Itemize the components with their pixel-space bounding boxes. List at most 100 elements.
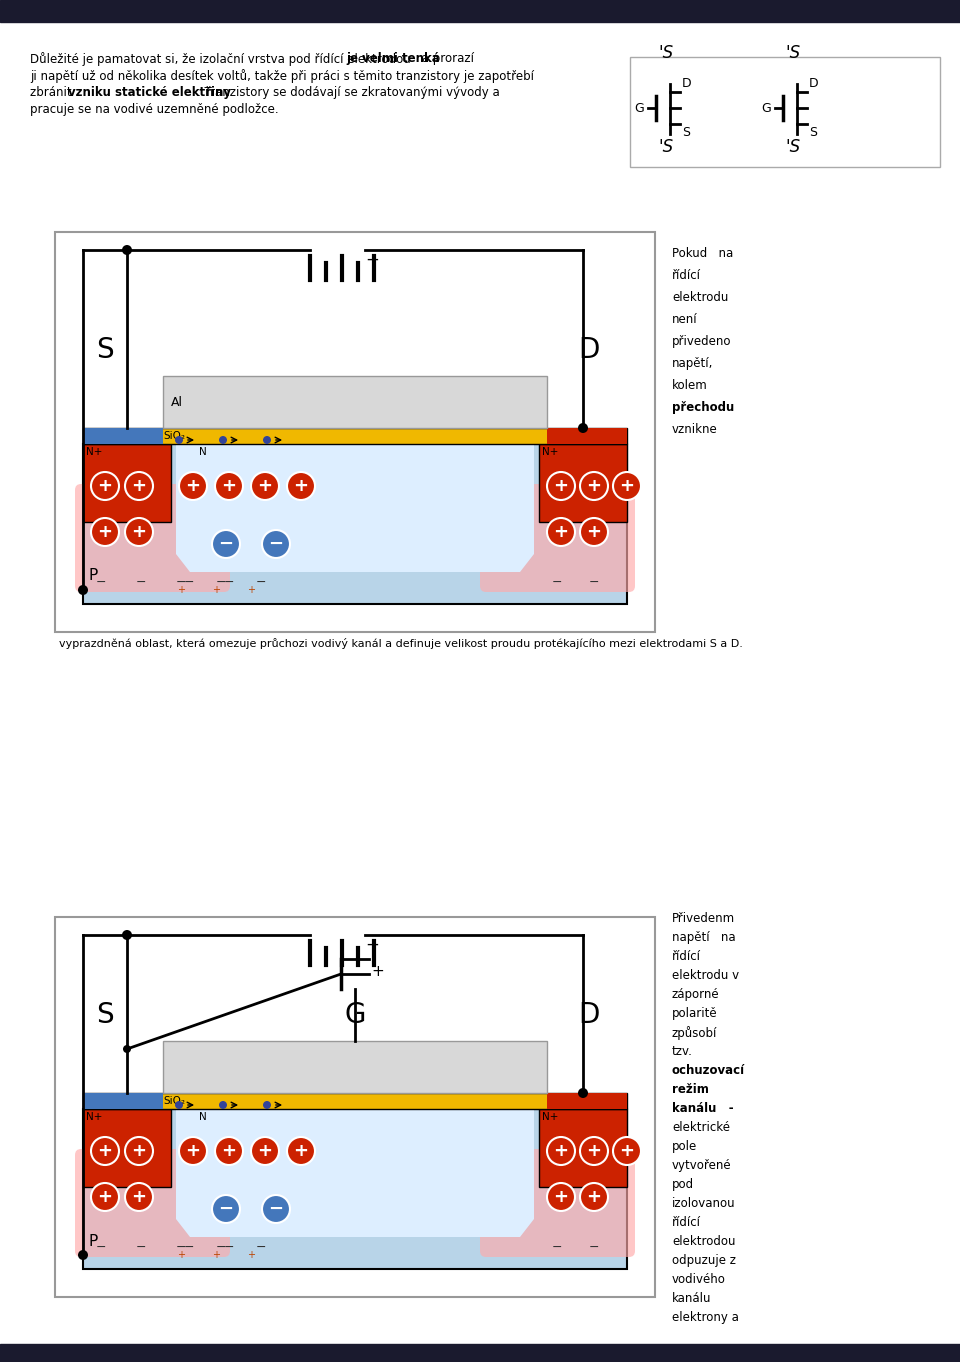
Text: +: + <box>132 523 147 541</box>
Text: +: + <box>247 1250 255 1260</box>
Text: +: + <box>132 1141 147 1160</box>
Text: pod: pod <box>672 1178 694 1190</box>
Text: G: G <box>345 1001 366 1030</box>
Text: +: + <box>587 1141 602 1160</box>
Circle shape <box>263 1100 271 1109</box>
Circle shape <box>125 473 153 500</box>
Circle shape <box>122 930 132 940</box>
Text: −: − <box>588 1241 599 1253</box>
Text: −: − <box>176 576 186 588</box>
Text: N+: N+ <box>542 447 559 458</box>
Circle shape <box>123 1045 131 1053</box>
Circle shape <box>91 1137 119 1165</box>
Text: pracuje se na vodivé uzemněné podložce.: pracuje se na vodivé uzemněné podložce. <box>30 104 278 116</box>
Text: S: S <box>96 336 114 364</box>
Text: elektrodu: elektrodu <box>672 291 729 304</box>
Text: elektrony a: elektrony a <box>672 1312 739 1324</box>
Circle shape <box>262 1194 290 1223</box>
Text: tzv.: tzv. <box>672 1045 693 1058</box>
Text: −: − <box>219 535 233 553</box>
Circle shape <box>125 518 153 546</box>
Text: 'S: 'S <box>659 44 674 63</box>
Circle shape <box>578 1088 588 1098</box>
Text: −: − <box>255 576 266 588</box>
Text: vytvořené: vytvořené <box>672 1159 732 1171</box>
Text: N: N <box>199 447 206 458</box>
Circle shape <box>91 473 119 500</box>
Text: kanálu   -: kanálu - <box>672 1102 733 1115</box>
Circle shape <box>122 245 132 255</box>
Text: +: + <box>371 963 384 978</box>
Circle shape <box>262 530 290 558</box>
Text: odpuzuje z: odpuzuje z <box>672 1254 736 1267</box>
Text: elektrodou: elektrodou <box>672 1235 735 1248</box>
Text: způsobí: způsobí <box>672 1026 717 1041</box>
Text: P: P <box>88 568 97 583</box>
Circle shape <box>580 473 608 500</box>
Text: SiO₂: SiO₂ <box>163 430 185 441</box>
Text: XSBII E 2 2 I BSUP BKIJ IY XKI HBROQU BKUI XKBIXM: XSBII E 2 2 I BSUP BKIJ IY XKI HBROQU BK… <box>666 1 954 11</box>
Text: Přivedenm: Přivedenm <box>672 913 735 925</box>
Text: izolovanou: izolovanou <box>672 1197 735 1209</box>
Text: napětí,: napětí, <box>672 357 713 370</box>
Circle shape <box>91 518 119 546</box>
Text: řídící: řídící <box>672 270 701 282</box>
Text: −: − <box>269 535 283 553</box>
Text: +: + <box>98 477 112 494</box>
Circle shape <box>251 473 279 500</box>
Text: a prorazí: a prorazí <box>419 52 474 65</box>
Text: +: + <box>587 477 602 494</box>
Text: je velmi tenká: je velmi tenká <box>347 52 440 65</box>
Bar <box>547 1092 627 1109</box>
Bar <box>163 1041 547 1092</box>
Text: kolem: kolem <box>672 379 708 392</box>
Bar <box>83 428 163 444</box>
Bar <box>83 444 627 603</box>
Circle shape <box>219 1100 227 1109</box>
Bar <box>55 917 655 1297</box>
Text: −: − <box>135 1241 146 1253</box>
Bar <box>630 57 940 168</box>
Bar <box>539 1109 627 1188</box>
Text: elektrické: elektrické <box>672 1121 730 1135</box>
Circle shape <box>547 1184 575 1211</box>
Text: −: − <box>183 1241 194 1253</box>
Text: +: + <box>132 1188 147 1205</box>
Text: polaritě: polaritě <box>672 1007 718 1020</box>
Text: +: + <box>132 477 147 494</box>
Text: přivedeno: přivedeno <box>672 335 732 349</box>
Text: N+: N+ <box>86 1111 103 1122</box>
Text: vznikne: vznikne <box>672 424 718 436</box>
Circle shape <box>547 473 575 500</box>
Circle shape <box>215 473 243 500</box>
Text: kanálu: kanálu <box>672 1293 711 1305</box>
FancyBboxPatch shape <box>480 484 635 592</box>
Circle shape <box>547 1137 575 1165</box>
Bar <box>83 1092 163 1109</box>
Text: +: + <box>247 586 255 595</box>
Bar <box>547 428 627 444</box>
Text: G: G <box>635 102 644 114</box>
FancyBboxPatch shape <box>75 484 230 592</box>
Circle shape <box>125 1184 153 1211</box>
Circle shape <box>547 518 575 546</box>
Text: −: − <box>183 576 194 588</box>
Text: +: + <box>365 936 379 953</box>
Text: +: + <box>257 1141 273 1160</box>
Text: −: − <box>224 576 234 588</box>
Polygon shape <box>176 1109 534 1237</box>
Text: −: − <box>224 1241 234 1253</box>
Bar <box>83 444 171 522</box>
Text: +: + <box>619 477 635 494</box>
Circle shape <box>175 1100 183 1109</box>
Bar <box>83 1109 627 1269</box>
Text: S: S <box>96 1001 114 1030</box>
Text: Pokud   na: Pokud na <box>672 247 733 260</box>
Text: −: − <box>219 1200 233 1218</box>
Text: +: + <box>365 251 379 270</box>
Circle shape <box>179 473 207 500</box>
Bar <box>539 444 627 522</box>
Text: +: + <box>185 477 201 494</box>
Circle shape <box>613 473 641 500</box>
Circle shape <box>179 1137 207 1165</box>
